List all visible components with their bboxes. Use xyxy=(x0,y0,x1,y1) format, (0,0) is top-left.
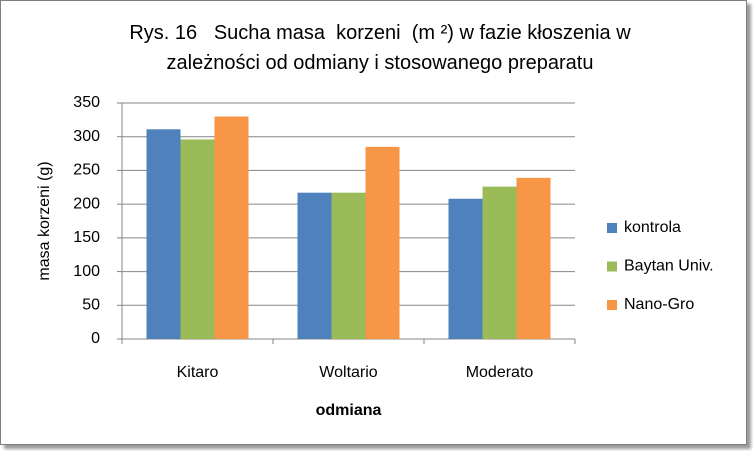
bar xyxy=(214,116,249,339)
y-tick-label: 0 xyxy=(91,330,100,347)
y-axis-title: masa korzeni (g) xyxy=(36,161,53,280)
y-tick-label: 300 xyxy=(73,128,100,145)
x-tick-label: Moderato xyxy=(466,364,534,381)
legend-label: kontrola xyxy=(624,219,681,236)
legend-swatch xyxy=(607,261,617,272)
x-tick-label: Woltario xyxy=(319,364,377,381)
y-tick-label: 50 xyxy=(82,297,100,314)
y-tick-label: 350 xyxy=(73,94,100,111)
chart-title: Rys. 16 Sucha masa korzeni (m ²) w fazie… xyxy=(129,22,637,74)
bar xyxy=(146,129,181,339)
legend-label: Nano-Gro xyxy=(624,296,694,313)
bar xyxy=(331,192,366,339)
y-tick-label: 250 xyxy=(73,162,100,179)
bar xyxy=(180,139,215,339)
x-axis-title: odmiana xyxy=(316,402,382,419)
legend-swatch xyxy=(607,300,617,310)
y-tick-label: 200 xyxy=(73,195,100,212)
bar xyxy=(448,198,483,339)
bar xyxy=(365,146,400,339)
y-tick-label: 100 xyxy=(73,263,100,280)
legend-swatch xyxy=(607,223,617,233)
bar xyxy=(516,177,551,339)
x-tick-label: Kitaro xyxy=(177,364,219,381)
y-tick-label: 150 xyxy=(73,229,100,246)
bar xyxy=(482,186,517,339)
bar xyxy=(297,192,332,339)
legend-label: Baytan Univ. xyxy=(624,258,714,275)
